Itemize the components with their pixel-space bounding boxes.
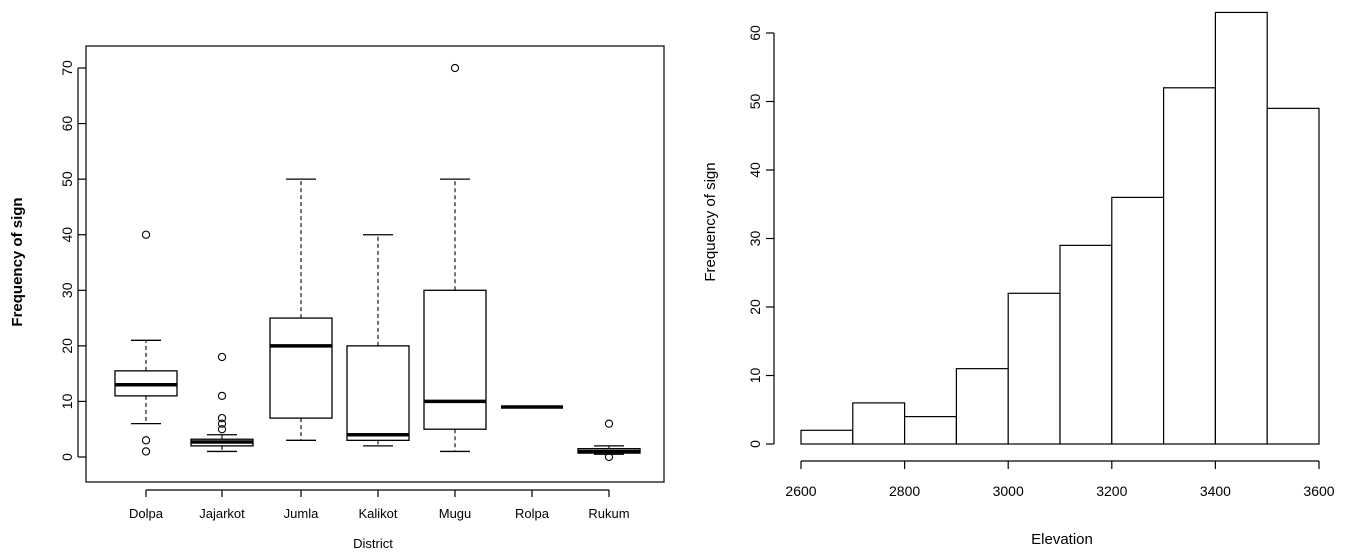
outlier-point	[450, 63, 460, 73]
box-jumla	[269, 178, 333, 441]
histogram-y-tick-label: 50	[747, 94, 763, 110]
boxplot-y-tick-label: 10	[59, 393, 75, 409]
boxplot-frame	[85, 45, 665, 483]
boxplot-y-tick-label: 0	[59, 453, 75, 461]
box-rukum	[577, 419, 641, 462]
district-boxplot: 0 10 20 30 40 50 60 70 Dolpa Jajarkot Jumla Kaliko…	[9, 45, 665, 551]
boxplot-y-axis-label: Frequency of sign	[9, 197, 26, 326]
outlier-point	[217, 425, 227, 434]
boxplot-x-axis-label: District	[353, 536, 393, 551]
outlier-point	[141, 230, 151, 239]
boxplot-y-tick-label: 70	[59, 60, 75, 76]
boxplot-x-tick-label: Kalikot	[358, 506, 397, 521]
histogram-y-tick-label: 30	[747, 231, 763, 247]
box-jajarkot	[190, 352, 254, 453]
histogram-y-tick-label: 40	[747, 162, 763, 178]
histogram-bar	[1111, 196, 1165, 445]
boxplot-y-tick-label: 20	[59, 338, 75, 354]
box-kalikot	[346, 234, 410, 447]
histogram-x-tick-label: 2600	[785, 483, 816, 499]
histogram-bar	[852, 402, 906, 445]
boxplot-x-axis: Dolpa Jajarkot Jumla Kalikot Mugu Rolpa Rukum	[129, 489, 630, 521]
histogram-bar	[800, 429, 854, 445]
histogram-y-tick-label: 20	[747, 299, 763, 315]
histogram-x-axis: 2600 2800 3000 3200 3400 3600	[785, 460, 1335, 499]
box-mugu	[423, 63, 487, 453]
histogram-bar	[1214, 11, 1268, 445]
boxplot-x-tick-label: Dolpa	[129, 506, 164, 521]
histogram-bar	[1059, 244, 1113, 445]
boxplot-x-tick-label: Rolpa	[515, 506, 550, 521]
histogram-x-tick-label: 3000	[993, 483, 1024, 499]
histogram-y-tick-label: 10	[747, 368, 763, 384]
iqr-box	[346, 345, 410, 441]
histogram-bar	[1163, 87, 1217, 445]
histogram-bar	[1007, 292, 1061, 445]
histogram-x-tick-label: 3400	[1200, 483, 1231, 499]
outlier-point	[217, 413, 227, 423]
outlier-point	[141, 436, 151, 445]
histogram-x-tick-label: 2800	[889, 483, 920, 499]
outlier-point	[604, 419, 614, 428]
iqr-box	[423, 289, 487, 430]
histogram-x-axis-label: Elevation	[1031, 531, 1093, 548]
histogram-bar	[1266, 107, 1320, 445]
outlier-point	[217, 391, 227, 401]
iqr-box	[269, 317, 333, 419]
histogram-y-axis-label: Frequency of sign	[702, 162, 719, 281]
boxplot-boxes	[114, 63, 641, 462]
elevation-histogram: 0 10 20 30 40 50 60 2600 2800 3000 3200 3400 3600 F…	[702, 11, 1335, 548]
histogram-x-tick-label: 3200	[1096, 483, 1127, 499]
histogram-y-tick-label: 60	[747, 25, 763, 41]
boxplot-x-tick-label: Rukum	[588, 506, 629, 521]
outlier-point	[217, 419, 227, 428]
boxplot-y-tick-label: 60	[59, 116, 75, 132]
boxplot-y-tick-label: 40	[59, 227, 75, 243]
boxplot-x-tick-label: Jumla	[284, 506, 319, 521]
outlier-point	[141, 447, 151, 456]
boxplot-x-tick-label: Mugu	[439, 506, 472, 521]
histogram-bars	[800, 11, 1320, 445]
histogram-y-tick-label: 0	[747, 440, 763, 448]
boxplot-x-tick-label: Jajarkot	[199, 506, 245, 521]
box-dolpa	[114, 230, 178, 456]
boxplot-y-tick-label: 30	[59, 282, 75, 298]
boxplot-y-axis: 0 10 20 30 40 50 60 70	[59, 60, 86, 461]
outlier-point	[604, 452, 614, 462]
outlier-point	[217, 352, 227, 362]
histogram-y-axis: 0 10 20 30 40 50 60	[747, 25, 775, 448]
histogram-bar	[904, 416, 958, 445]
boxplot-y-tick-label: 50	[59, 171, 75, 187]
histogram-x-tick-label: 3600	[1303, 483, 1334, 499]
histogram-bar	[955, 368, 1009, 445]
